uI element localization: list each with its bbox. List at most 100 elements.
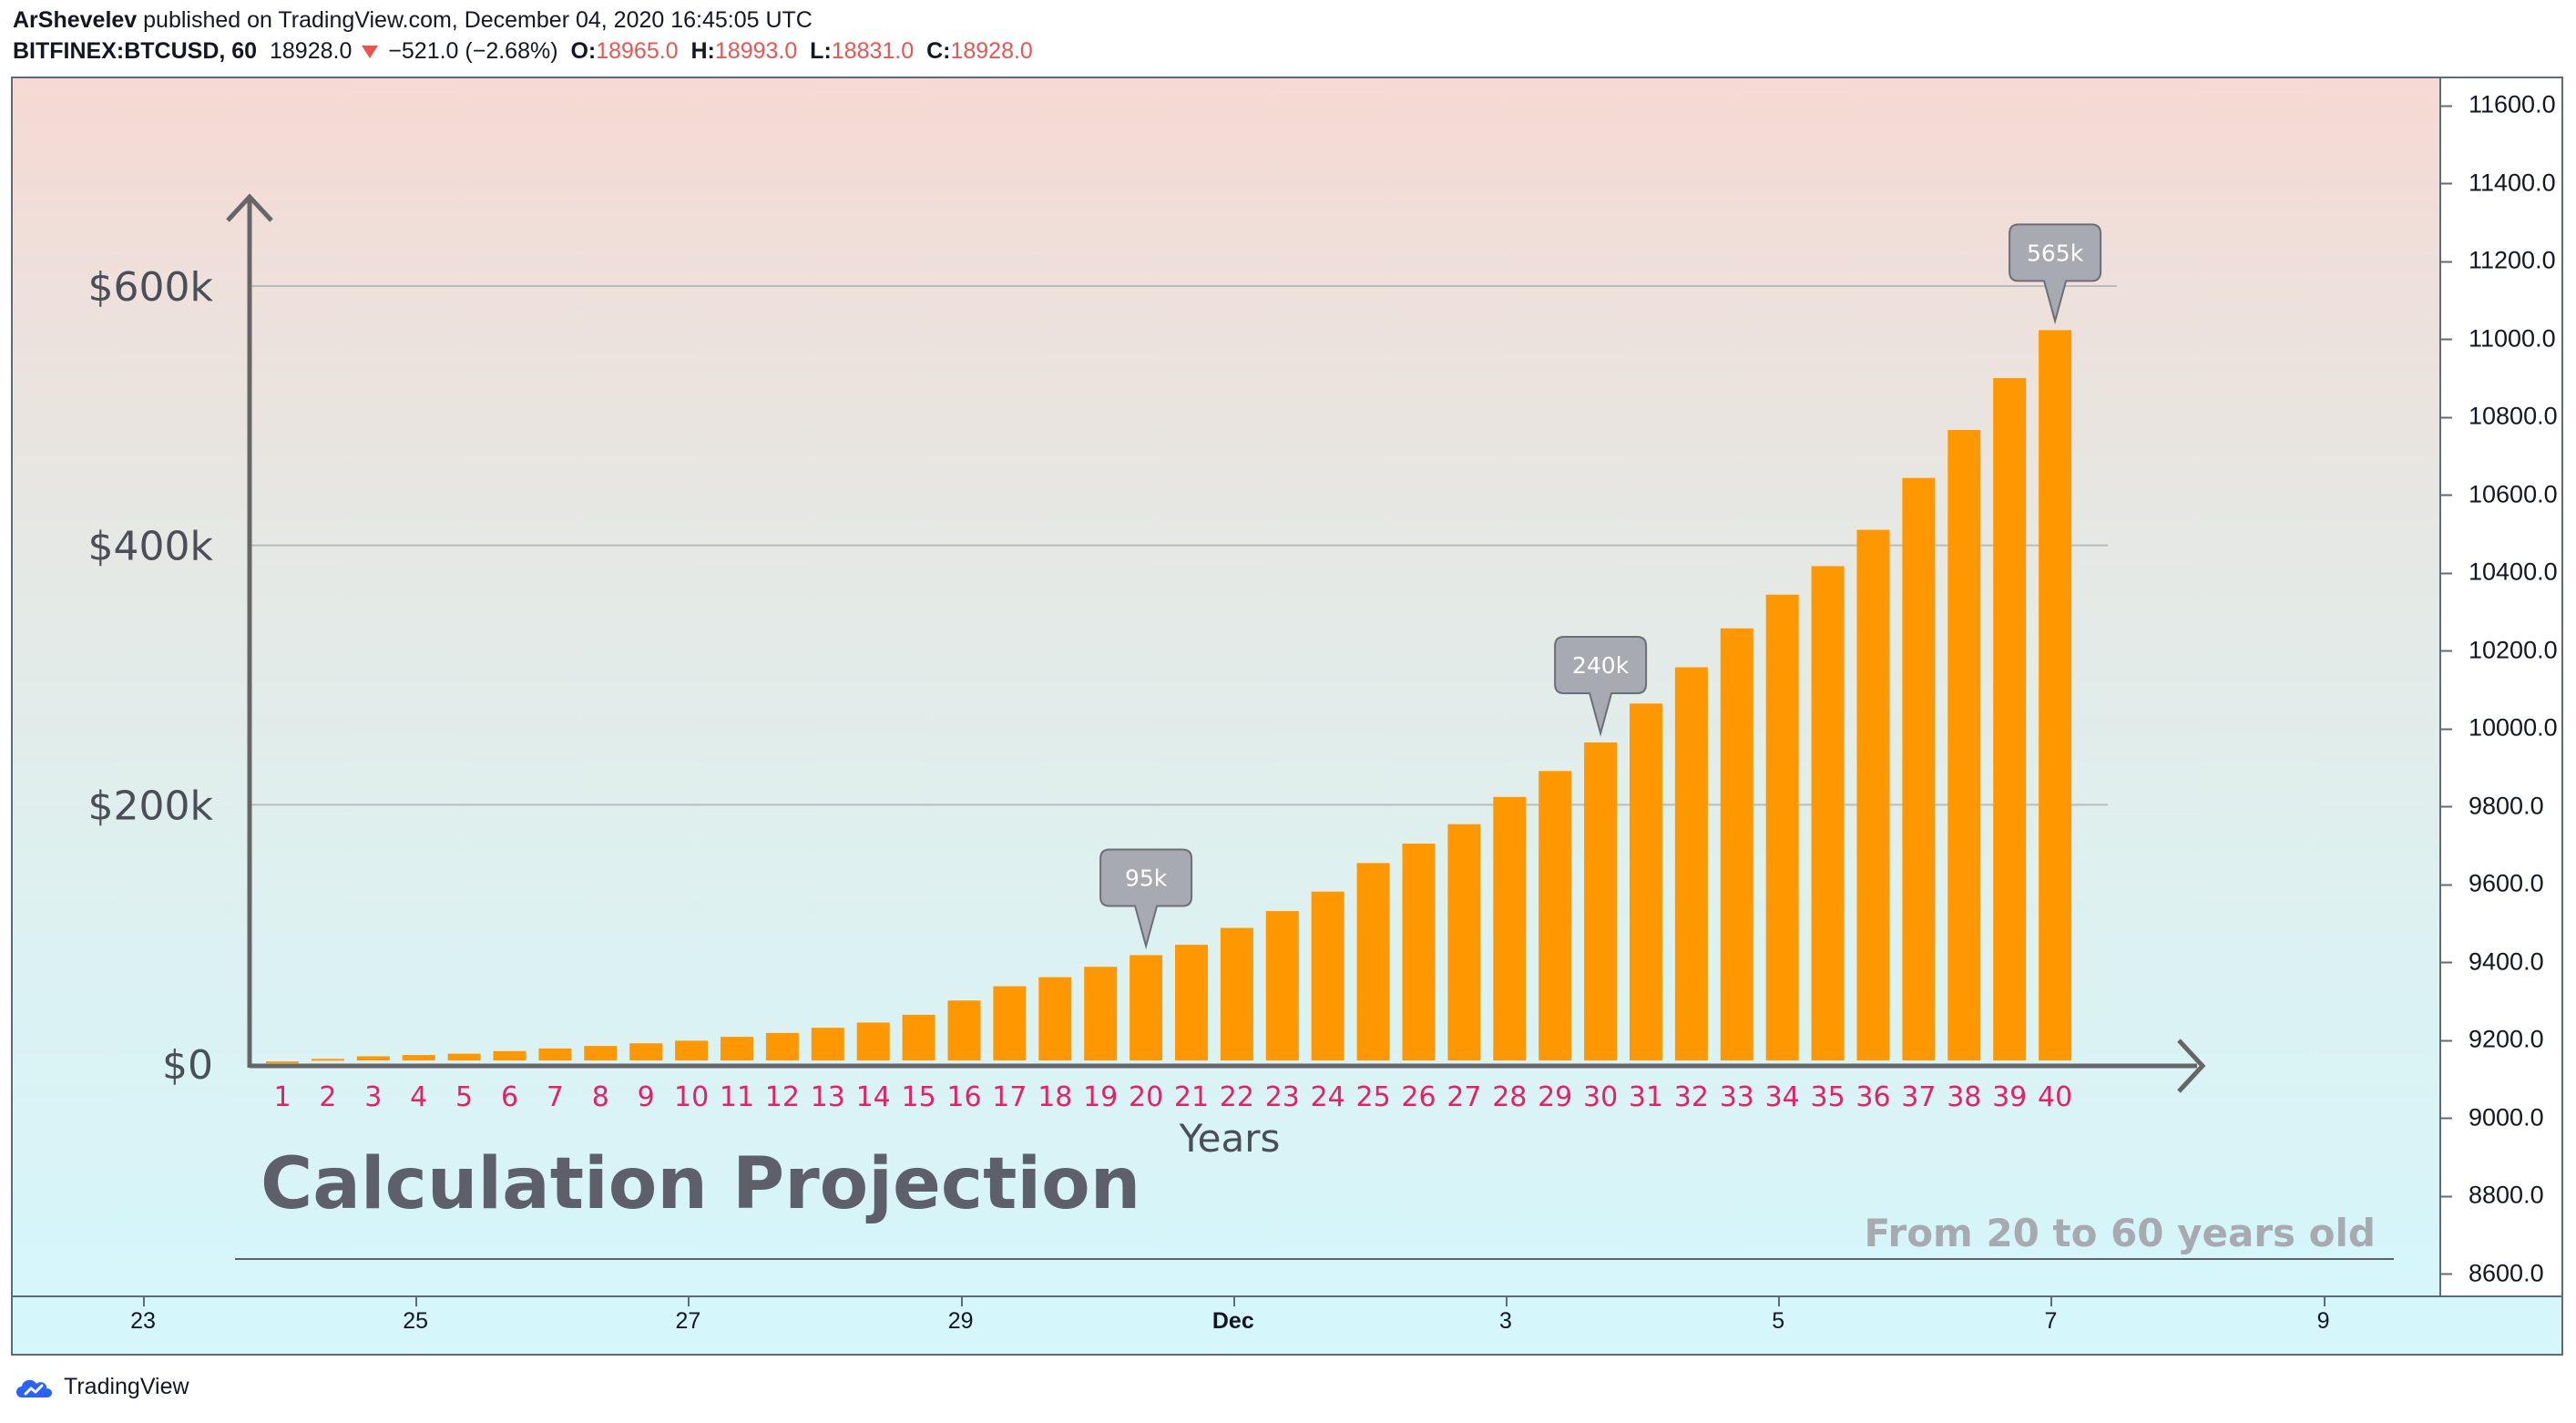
- year-tick-label: 31: [1629, 1081, 1663, 1113]
- price-tick-label: 11600.0: [2441, 90, 2556, 118]
- time-tick-mark: [1506, 1297, 1508, 1306]
- price-tick-label: 10200.0: [2441, 636, 2558, 663]
- bar: [1947, 429, 1981, 1060]
- bar: [538, 1048, 572, 1060]
- bar: [1175, 945, 1208, 1060]
- bar: [1538, 771, 1572, 1060]
- time-tick-label: 27: [675, 1308, 701, 1334]
- bar: [1902, 477, 1936, 1060]
- bar: [675, 1040, 709, 1060]
- price-change: −521.0 (−2.68%): [388, 38, 558, 64]
- year-tick-label: 10: [674, 1081, 709, 1113]
- year-tick-label: 40: [2038, 1081, 2072, 1113]
- year-tick-label: 23: [1265, 1081, 1300, 1113]
- year-tick-label: 19: [1083, 1081, 1118, 1113]
- time-tick-label: 5: [1772, 1308, 1785, 1334]
- bar: [1584, 742, 1618, 1060]
- bar: [1220, 927, 1253, 1060]
- year-tick-label: 38: [1947, 1081, 1981, 1113]
- publish-info: ArShevelev published on TradingView.com,…: [13, 7, 813, 34]
- year-tick-label: 2: [319, 1081, 336, 1113]
- bar: [993, 986, 1027, 1060]
- year-tick-label: 24: [1311, 1081, 1345, 1113]
- symbol-name[interactable]: BITFINEX:BTCUSD, 60: [13, 38, 258, 64]
- chart-title: Calculation Projection: [261, 1143, 1140, 1225]
- chart-pane[interactable]: $0 $200k $400k $600k 1 2 3 4 5 6 7 8 9 10 11 12 13 14 15 16…: [13, 78, 2439, 1295]
- low-label: L:: [810, 38, 832, 64]
- bar: [1493, 796, 1527, 1060]
- price-tick-label: 9600.0: [2441, 869, 2544, 897]
- close-label: C:: [926, 38, 951, 64]
- year-tick-label: 17: [992, 1081, 1027, 1113]
- price-tick-label: 8600.0: [2441, 1259, 2544, 1286]
- open-label: O:: [570, 38, 597, 64]
- bar: [1038, 977, 1072, 1060]
- high-value: 18993.0: [714, 38, 798, 64]
- time-tick-label: 29: [947, 1308, 974, 1334]
- bar: [493, 1050, 526, 1060]
- bar: [1674, 667, 1708, 1060]
- bar: [2039, 330, 2072, 1061]
- year-tick-label: 5: [455, 1081, 473, 1113]
- year-tick-label: 28: [1492, 1081, 1527, 1113]
- bar: [1130, 955, 1163, 1060]
- year-tick-label: 27: [1446, 1081, 1481, 1113]
- time-tick-label: 23: [130, 1308, 156, 1334]
- year-tick-label: 4: [410, 1081, 427, 1113]
- time-tick-mark: [1232, 1297, 1235, 1306]
- tradingview-logo[interactable]: TradingView: [13, 1374, 189, 1400]
- tradingview-cloud-icon: [16, 1379, 52, 1397]
- year-tick-label: 30: [1583, 1081, 1618, 1113]
- author-name[interactable]: ArShevelev: [13, 7, 138, 33]
- year-tick-label: 6: [501, 1081, 518, 1113]
- price-tick-label: 10400.0: [2441, 558, 2558, 586]
- symbol-legend: BITFINEX:BTCUSD, 60 18928.0 −521.0 (−2.6…: [13, 38, 1033, 65]
- price-tick-label: 9400.0: [2441, 947, 2544, 975]
- year-tick-label: 39: [1992, 1081, 2027, 1113]
- value-callout: [1099, 848, 1193, 950]
- value-callout-label: 565k: [2027, 240, 2084, 266]
- bar: [1084, 967, 1118, 1060]
- year-tick-label: 1: [273, 1081, 291, 1113]
- bar: [1993, 378, 2027, 1061]
- time-tick-mark: [2323, 1297, 2326, 1306]
- time-scale[interactable]: 23 25 27 29 Dec 3 5 7 9: [13, 1295, 2561, 1354]
- value-callout-label: 95k: [1125, 865, 1168, 891]
- bar: [856, 1022, 890, 1060]
- year-tick-label: 16: [946, 1081, 981, 1113]
- year-tick-label: 13: [811, 1081, 845, 1113]
- bar: [1265, 911, 1299, 1060]
- bar: [402, 1055, 435, 1060]
- time-tick-label: 25: [403, 1308, 429, 1334]
- low-value: 18831.0: [831, 38, 915, 64]
- chart-frame: $0 $200k $400k $600k 1 2 3 4 5 6 7 8 9 10 11 12 13 14 15 16…: [11, 77, 2563, 1356]
- bar: [1630, 703, 1662, 1060]
- year-tick-label: 26: [1401, 1081, 1436, 1113]
- open-value: 18965.0: [596, 38, 679, 64]
- chart-subtitle: From 20 to 60 years old: [1864, 1211, 2376, 1255]
- year-tick-label: 20: [1129, 1081, 1163, 1113]
- bar: [629, 1043, 663, 1060]
- year-tick-label: 18: [1038, 1081, 1072, 1113]
- value-callout: [2009, 223, 2102, 325]
- year-tick-label: 34: [1765, 1081, 1800, 1113]
- time-tick-mark: [1778, 1297, 1781, 1306]
- price-tick-label: 10800.0: [2441, 402, 2558, 430]
- bar: [1811, 566, 1845, 1060]
- bar: [765, 1032, 799, 1060]
- price-tick-label: 10000.0: [2441, 713, 2558, 742]
- x-axis-label: Years: [1179, 1116, 1281, 1161]
- bar: [447, 1053, 481, 1060]
- year-tick-label: 3: [364, 1081, 382, 1113]
- bar: [811, 1028, 844, 1060]
- year-tick-label: 32: [1674, 1081, 1709, 1113]
- price-tick-label: 10600.0: [2441, 480, 2558, 507]
- price-scale[interactable]: 11600.0 11400.0 11200.0 11000.0 10800.0 10600…: [2439, 78, 2561, 1295]
- time-tick-mark: [415, 1297, 418, 1306]
- y-axis-arrow: [226, 193, 273, 222]
- year-tick-label: 37: [1901, 1081, 1936, 1113]
- bar: [356, 1056, 390, 1060]
- year-tick-label: 33: [1720, 1081, 1754, 1113]
- year-tick-label: 21: [1174, 1081, 1209, 1113]
